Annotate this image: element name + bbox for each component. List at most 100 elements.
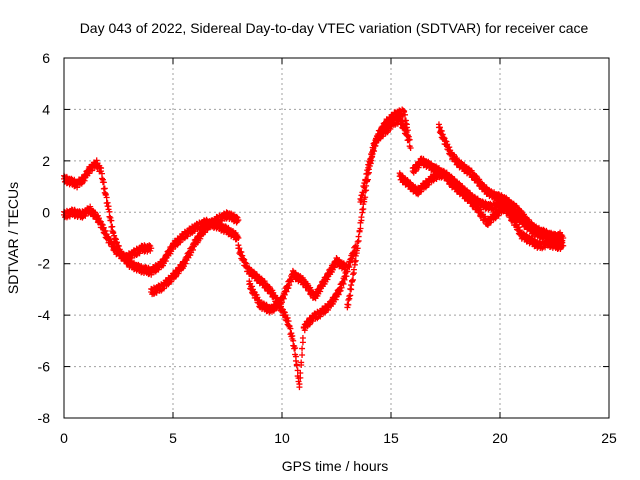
data-point <box>285 285 292 292</box>
data-point <box>273 305 280 312</box>
data-point <box>256 297 263 304</box>
data-point <box>113 236 120 243</box>
data-point <box>99 221 106 228</box>
data-point <box>95 215 102 222</box>
data-point <box>239 252 246 259</box>
data-point <box>297 374 304 381</box>
series-track-b <box>61 203 155 265</box>
data-point <box>325 306 332 313</box>
data-point <box>362 177 369 184</box>
data-point <box>289 332 296 339</box>
data-point <box>399 112 406 119</box>
data-point <box>233 213 240 220</box>
data-point <box>495 212 502 219</box>
data-point <box>366 163 373 169</box>
data-point <box>446 144 453 151</box>
data-point <box>105 203 112 210</box>
data-point <box>280 295 287 302</box>
data-point <box>373 137 380 144</box>
data-point <box>435 121 442 128</box>
data-point <box>285 318 292 325</box>
data-point <box>438 127 445 134</box>
data-point <box>403 121 410 128</box>
data-point <box>160 285 167 292</box>
data-point <box>418 188 425 195</box>
series-track-h <box>396 168 567 253</box>
data-point <box>146 242 153 249</box>
x-tick-label: 10 <box>274 430 290 446</box>
data-point <box>387 125 394 132</box>
data-point <box>100 179 107 186</box>
data-point <box>487 219 494 226</box>
data-point <box>347 259 354 266</box>
x-tick-label: 15 <box>383 430 399 446</box>
data-point <box>317 288 324 295</box>
data-point <box>364 170 371 177</box>
data-point <box>351 258 358 265</box>
data-point <box>301 327 308 334</box>
data-point <box>106 213 113 220</box>
data-point <box>345 301 352 308</box>
data-point <box>332 296 339 303</box>
data-point <box>241 256 248 263</box>
data-point <box>189 246 196 253</box>
data-points <box>61 106 567 391</box>
data-point <box>121 258 128 265</box>
data-point <box>299 352 306 358</box>
data-point <box>354 245 361 252</box>
data-point <box>243 260 250 267</box>
data-point <box>287 325 294 332</box>
data-point <box>539 245 546 252</box>
data-point <box>340 280 347 287</box>
data-point <box>350 269 357 276</box>
data-point <box>299 345 306 352</box>
data-point <box>93 157 100 164</box>
data-point <box>299 335 306 342</box>
data-point <box>102 227 109 234</box>
data-point <box>346 293 353 300</box>
y-tick-label: 2 <box>42 153 50 169</box>
data-point <box>399 118 406 125</box>
data-point <box>358 197 365 204</box>
data-point <box>356 228 363 235</box>
chart-title: Day 043 of 2022, Sidereal Day-to-day VTE… <box>80 20 589 36</box>
data-point <box>296 381 303 388</box>
data-point <box>558 231 565 238</box>
data-point <box>283 288 290 295</box>
data-point <box>345 263 352 270</box>
y-tick-label: 0 <box>42 204 50 220</box>
data-point <box>372 143 379 150</box>
data-point <box>331 264 338 271</box>
data-point <box>337 287 344 294</box>
data-point <box>350 271 357 278</box>
data-point <box>355 233 362 240</box>
data-point <box>346 264 353 271</box>
data-point <box>368 157 375 164</box>
data-point <box>292 353 299 360</box>
series-track-e <box>246 242 360 316</box>
x-tick-label: 20 <box>492 430 508 446</box>
data-point <box>281 291 288 298</box>
data-point <box>235 235 242 241</box>
y-tick-label: -8 <box>38 410 51 426</box>
data-point <box>415 164 422 171</box>
data-point <box>402 111 409 118</box>
data-point <box>288 278 295 285</box>
data-point <box>357 225 364 232</box>
y-axis-label: SDTVAR / TECUs <box>5 182 21 294</box>
series-track-g <box>357 106 414 205</box>
data-point <box>175 270 182 277</box>
data-point <box>292 345 299 352</box>
series-track-j <box>435 121 567 245</box>
data-point <box>406 136 413 143</box>
data-point <box>349 255 356 262</box>
data-point <box>392 121 399 128</box>
data-point <box>324 276 331 283</box>
data-point <box>170 246 176 253</box>
data-point <box>182 260 189 267</box>
data-point <box>238 249 245 256</box>
data-point <box>216 219 223 226</box>
data-point <box>234 218 241 225</box>
data-point <box>177 239 184 246</box>
data-point <box>401 109 408 115</box>
